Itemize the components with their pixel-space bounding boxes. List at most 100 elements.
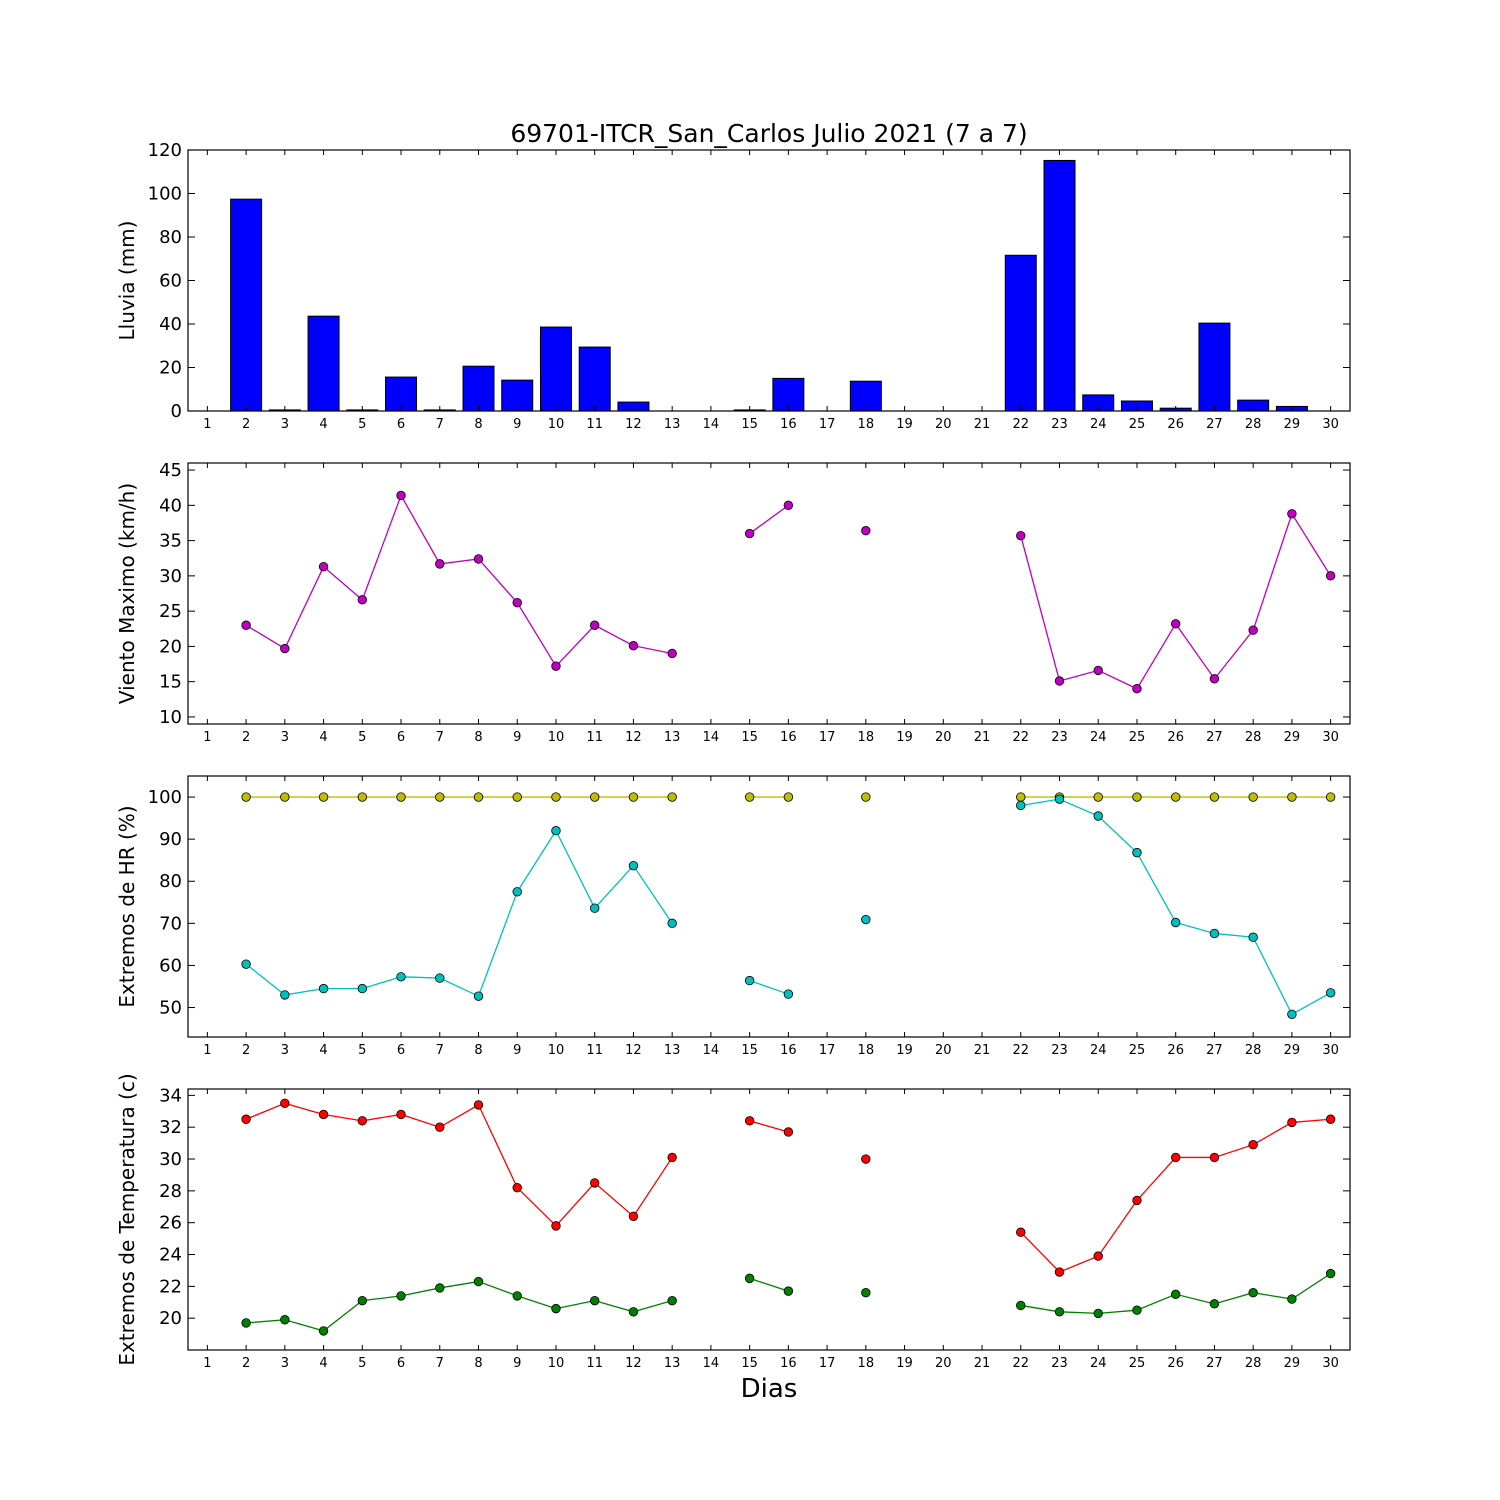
panel-1: 1 2 3 4 5 6 7 8 9 10 11 12 13 14 15 16 17 18 19 20 21 22 23 24 2…: [115, 140, 1351, 432]
x-tick-label: 11: [586, 1043, 603, 1058]
series-1-point-day-11: [590, 792, 600, 802]
y-tick-label: 24: [159, 1245, 182, 1266]
series-2-line: [246, 1280, 673, 1332]
rain-bar-day-9: [501, 379, 534, 412]
x-tick-label: 17: [819, 1043, 836, 1058]
x-tick-label: 12: [625, 730, 642, 745]
x-tick-label: 19: [896, 1043, 913, 1058]
y-axis-label: Extremos de Temperatura (c): [115, 1073, 139, 1365]
y-tick-label: 60: [159, 955, 182, 976]
x-tick-label: 14: [703, 1356, 720, 1371]
series-1-point-day-24: [1093, 792, 1103, 802]
rain-bar-day-4: [307, 315, 340, 412]
x-tick-label: 5: [358, 1043, 366, 1058]
x-tick-label: 16: [780, 417, 797, 432]
y-tick-label: 22: [159, 1276, 182, 1297]
y-tick-label: 26: [159, 1213, 182, 1234]
x-tick-label: 29: [1284, 730, 1301, 745]
series-1-line: [749, 1120, 789, 1133]
x-tick-label: 20: [935, 730, 952, 745]
series-1-point-day-28: [1248, 792, 1258, 802]
x-tick-label: 19: [896, 417, 913, 432]
x-tick-label: 19: [896, 730, 913, 745]
x-tick-label: 10: [548, 1356, 565, 1371]
series-1-point-day-4: [318, 792, 329, 802]
y-tick-label: 30: [159, 1149, 182, 1170]
series-2-point-day-13: [667, 1295, 677, 1306]
series-1-line: [1020, 512, 1332, 690]
series-2-point-day-12: [628, 860, 639, 871]
x-tick-label: 10: [548, 730, 565, 745]
series-1-point-day-26: [1170, 1152, 1181, 1163]
series-2-point-day-25: [1132, 847, 1142, 858]
x-tick-label: 16: [780, 1043, 797, 1058]
series-1-point-day-30: [1325, 571, 1336, 581]
rain-bar-day-2: [230, 198, 263, 412]
series-1-point-day-6: [396, 1109, 406, 1120]
series-2-point-day-4: [318, 983, 329, 994]
x-tick-label: 12: [625, 417, 642, 432]
series-1-point-day-27: [1209, 1152, 1220, 1163]
x-tick-label: 28: [1245, 417, 1262, 432]
x-tick-label: 22: [1012, 1356, 1029, 1371]
series-1-point-day-7: [435, 1122, 445, 1132]
series-2-point-day-12: [628, 1307, 639, 1317]
y-tick-label: 20: [159, 636, 182, 657]
panel-frame: [187, 149, 1351, 412]
rain-bar-day-27: [1198, 322, 1231, 412]
series-1-point-day-15: [744, 1116, 755, 1126]
series-2-line: [1020, 798, 1331, 1016]
x-tick-label: 11: [586, 417, 603, 432]
x-tick-label: 2: [242, 1356, 250, 1371]
series-2-point-day-6: [396, 972, 406, 982]
y-tick-label: 20: [159, 1308, 182, 1329]
series-2-point-day-5: [357, 983, 368, 994]
x-tick-label: 30: [1322, 1356, 1339, 1371]
series-2-point-day-27: [1209, 928, 1220, 939]
series-1-point-day-25: [1132, 1195, 1142, 1206]
series-1-point-day-23: [1054, 676, 1065, 686]
series-2-point-day-22: [1016, 800, 1026, 811]
series-1-point-day-15: [744, 792, 755, 802]
series-1-point-day-26: [1170, 619, 1181, 629]
x-tick-label: 23: [1051, 730, 1068, 745]
x-tick-label: 6: [397, 1043, 405, 1058]
x-tick-label: 1: [203, 417, 211, 432]
series-1-point-day-4: [318, 1109, 329, 1120]
x-tick-label: 16: [780, 1356, 797, 1371]
series-1-point-day-22: [1016, 1227, 1026, 1237]
series-1-point-day-11: [590, 1178, 600, 1188]
x-tick-label: 23: [1051, 1043, 1068, 1058]
x-tick-label: 28: [1245, 730, 1262, 745]
x-tick-label: 6: [397, 417, 405, 432]
y-tick-label: 40: [159, 314, 182, 335]
x-tick-label: 9: [513, 1356, 521, 1371]
y-tick-label: 60: [159, 271, 182, 292]
series-1-point-day-24: [1093, 1251, 1103, 1261]
series-1-line: [245, 493, 673, 668]
x-tick-label: 7: [436, 730, 444, 745]
series-1-line: [245, 1102, 673, 1227]
x-tick-label: 29: [1284, 1356, 1301, 1371]
x-tick-label: 18: [858, 417, 875, 432]
x-tick-label: 15: [741, 1043, 758, 1058]
x-tick-label: 12: [625, 1356, 642, 1371]
rain-bar-day-6: [385, 376, 418, 412]
series-1-point-day-8: [473, 554, 484, 564]
series-2-point-day-11: [590, 1295, 600, 1306]
series-2-point-day-25: [1132, 1305, 1142, 1315]
series-2-point-day-30: [1325, 1268, 1336, 1279]
series-2-point-day-7: [435, 973, 445, 983]
series-2-point-day-4: [318, 1326, 329, 1336]
x-tick-label: 30: [1322, 1043, 1339, 1058]
x-tick-label: 14: [703, 417, 720, 432]
x-tick-label: 4: [319, 1043, 327, 1058]
series-1-point-day-30: [1325, 792, 1336, 802]
y-tick-label: 15: [159, 672, 182, 693]
series-1-point-day-13: [667, 648, 677, 659]
series-2-point-day-16: [783, 1286, 794, 1296]
series-2-point-day-8: [473, 991, 484, 1001]
x-tick-label: 24: [1090, 1356, 1107, 1371]
series-1-point-day-22: [1016, 530, 1026, 541]
x-tick-label: 15: [741, 417, 758, 432]
